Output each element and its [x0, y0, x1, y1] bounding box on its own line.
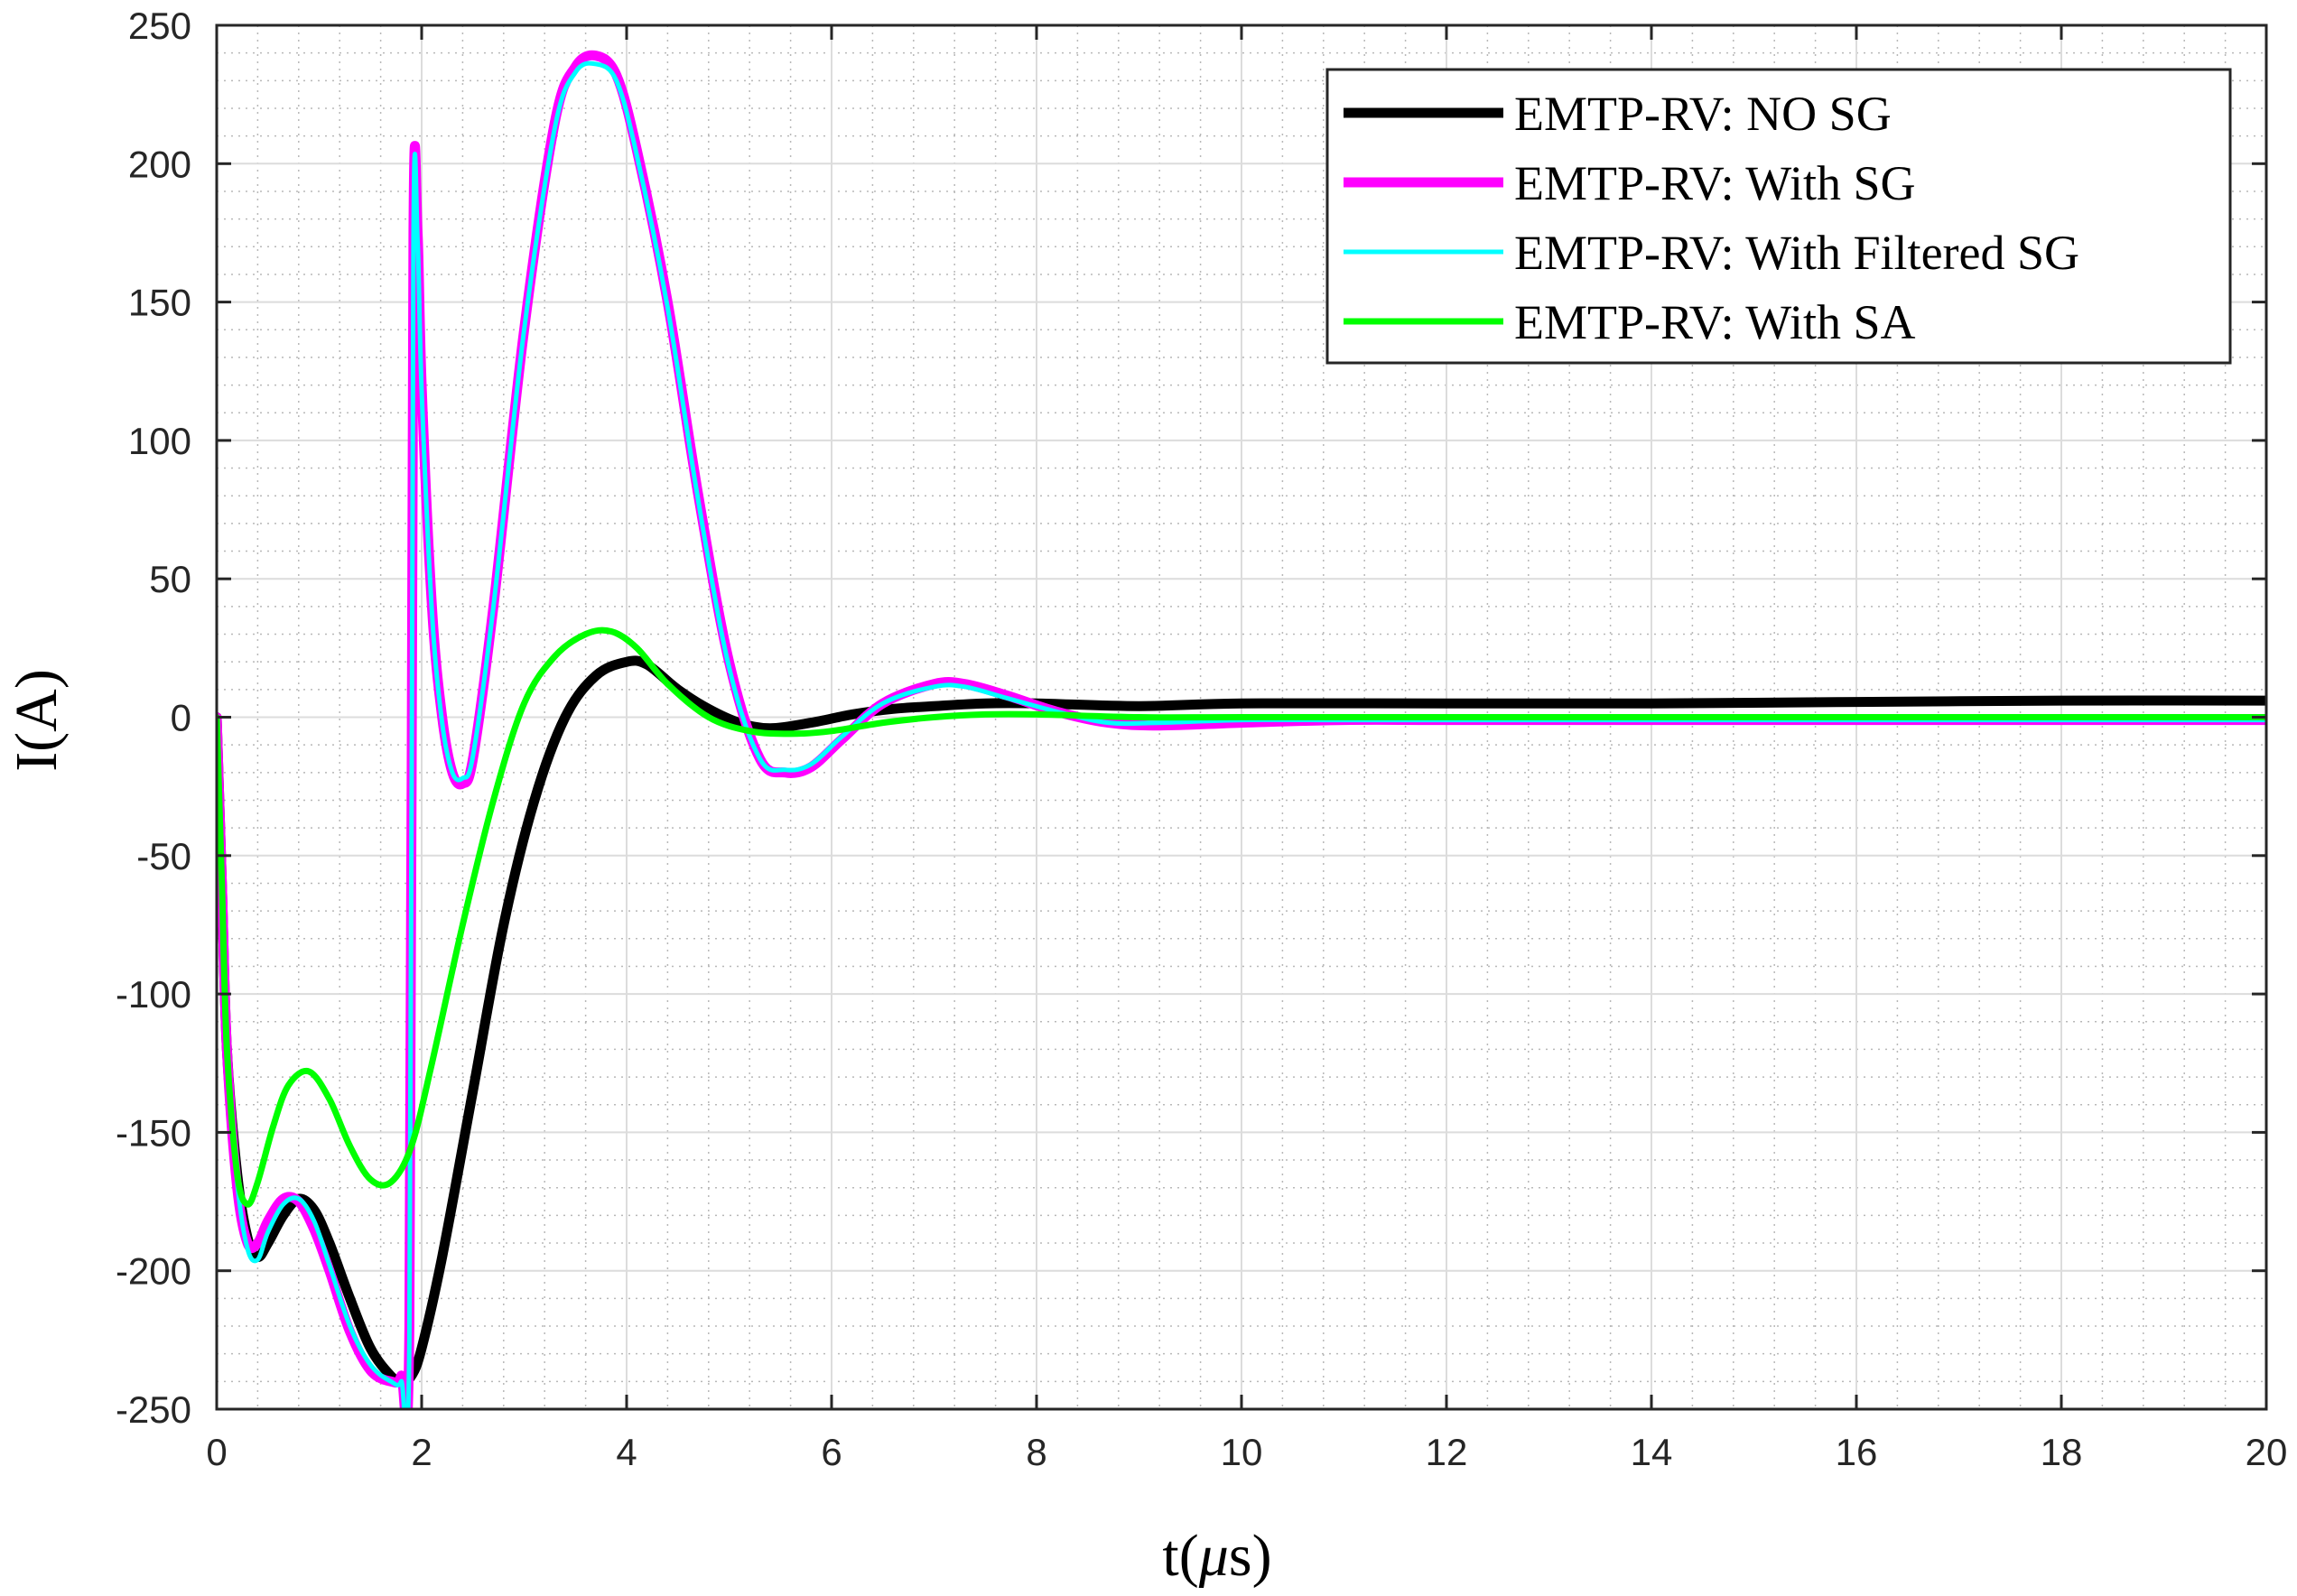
- x-tick-labels: 0 2 4 6 8 10 12 14 16 18 20: [206, 1431, 2287, 1473]
- series-layer: [217, 50, 2266, 1409]
- x-tick-label: 12: [1426, 1431, 1468, 1473]
- series-line-3: [217, 60, 2266, 1409]
- x-tick-label: 8: [1026, 1431, 1046, 1473]
- x-tick-label: 16: [1836, 1431, 1878, 1473]
- y-tick-label: 250: [128, 5, 191, 47]
- y-tick-label: -150: [116, 1111, 191, 1154]
- y-tick-label: 100: [128, 420, 191, 462]
- series-line-1: [217, 655, 2266, 1387]
- x-tick-label: 20: [2246, 1431, 2288, 1473]
- x-tick-label: 18: [2041, 1431, 2083, 1473]
- legend: EMTP-RV: NO SG EMTP-RV: With SG EMTP-RV: W…: [1325, 68, 2232, 365]
- y-tick-label: -50: [136, 835, 191, 877]
- x-tick-label: 2: [411, 1431, 432, 1473]
- y-tick-label: 150: [128, 282, 191, 324]
- y-tick-label: -250: [116, 1388, 191, 1431]
- y-tick-label: 200: [128, 143, 191, 185]
- legend-box: [1325, 68, 2232, 365]
- x-axis-label: t(μs): [1162, 1523, 1271, 1589]
- x-tick-label: 4: [616, 1431, 637, 1473]
- ticks: [215, 23, 2268, 1411]
- y-tick-label: 50: [149, 558, 191, 600]
- y-tick-label: 0: [171, 697, 191, 739]
- y-axis-label: I(A): [4, 669, 70, 772]
- legend-label-3: EMTP-RV: With Filtered SG: [1514, 226, 2079, 280]
- x-tick-label: 0: [206, 1431, 227, 1473]
- y-tick-label: -100: [116, 973, 191, 1016]
- y-tick-label: -200: [116, 1250, 191, 1293]
- x-tick-label: 6: [821, 1431, 842, 1473]
- legend-label-1: EMTP-RV: NO SG: [1514, 87, 1892, 141]
- x-tick-label: 14: [1631, 1431, 1673, 1473]
- legend-label-2: EMTP-RV: With SG: [1514, 156, 1916, 210]
- y-tick-labels: -250 -200 -150 -100 -50 0 50 100 150 200 250: [116, 5, 191, 1431]
- legend-label-4: EMTP-RV: With SA: [1514, 295, 1916, 349]
- series-line-4: [217, 626, 2266, 1208]
- x-tick-label: 10: [1221, 1431, 1263, 1473]
